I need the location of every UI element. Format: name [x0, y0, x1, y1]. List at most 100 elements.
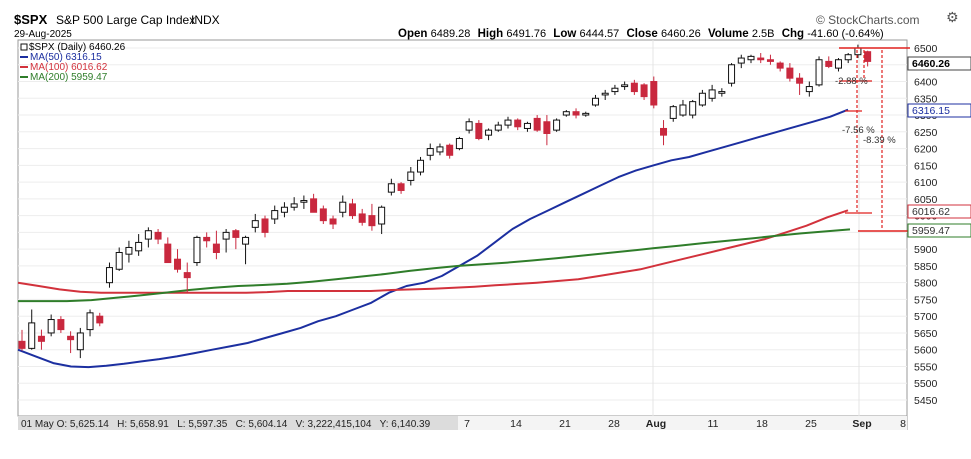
candle: [242, 235, 250, 265]
settings-icon[interactable]: ⚙: [946, 9, 959, 25]
candle-body-up: [621, 84, 629, 88]
candle-body-down: [475, 122, 483, 140]
candle: [135, 234, 143, 256]
high-value: 6491.76: [506, 28, 546, 40]
y-tick-label: 6400: [914, 77, 938, 89]
close-label: Close: [626, 28, 657, 40]
candle: [105, 262, 113, 288]
candle-body-up: [737, 57, 745, 64]
x-tick-label: 7: [464, 418, 470, 430]
candle-body-down: [533, 117, 541, 131]
volume-label: Volume: [708, 28, 749, 40]
candle-body-up: [271, 210, 279, 220]
plot-area: [17, 39, 908, 417]
candle-body-up: [689, 101, 697, 116]
open-label: Open: [398, 28, 427, 40]
candle-body-down: [164, 243, 172, 264]
candle: [650, 76, 658, 109]
y-tick-label: 5500: [914, 378, 938, 390]
candle-body-up: [378, 206, 386, 225]
candle: [183, 262, 191, 293]
candle-body-down: [261, 218, 269, 233]
symbol-label: $SPX: [14, 12, 48, 27]
chg-value: -41.60 (-0.64%): [807, 28, 883, 40]
candle-body-up: [28, 322, 36, 349]
candle: [319, 205, 327, 224]
candle-body-up: [562, 111, 570, 116]
candle: [630, 79, 638, 95]
candle-body-up: [251, 220, 259, 228]
exchange-label: INDX: [191, 13, 220, 27]
candle: [543, 115, 551, 146]
candle-body-up: [718, 91, 726, 94]
y-tick-label: 6200: [914, 144, 938, 156]
candle: [640, 83, 648, 100]
x-tick-label: 28: [608, 418, 620, 430]
candle: [193, 235, 201, 266]
axis-badges: 6460.26 6316.15 6016.62 5959.47: [907, 56, 971, 238]
candle: [864, 50, 872, 67]
candle-body-up: [582, 112, 590, 116]
y-tick-label: 6150: [914, 160, 938, 172]
candle: [368, 203, 376, 231]
candle: [329, 215, 337, 230]
candle-body-down: [650, 81, 658, 106]
candle: [553, 118, 561, 132]
candle-body-up: [465, 121, 473, 131]
candle: [378, 205, 386, 235]
ma-line-0: [17, 108, 849, 369]
candle: [387, 178, 395, 196]
candle: [86, 309, 94, 337]
candle: [747, 54, 755, 64]
candle-body-up: [669, 106, 677, 119]
x-tick-label: 8: [900, 418, 906, 430]
candle-body-up: [144, 230, 152, 240]
candle-body-down: [766, 59, 774, 62]
y-tick-label: 5800: [914, 278, 938, 290]
candle-body-up: [815, 59, 823, 86]
candle-body-down: [154, 231, 162, 240]
candle: [57, 316, 65, 333]
candle: [407, 167, 415, 186]
candle: [426, 143, 434, 161]
candle-body-up: [523, 122, 531, 129]
candle-body-down: [757, 57, 765, 61]
y-tick-label: 5600: [914, 345, 938, 357]
candle: [601, 89, 609, 100]
candle-body-up: [436, 146, 444, 153]
candle: [67, 331, 75, 354]
candle: [455, 136, 463, 151]
candle: [436, 143, 444, 156]
candle-body-up: [844, 54, 852, 61]
candle: [465, 118, 473, 134]
candle-body-down: [776, 62, 784, 69]
candle-body-down: [329, 218, 337, 225]
candle-body-down: [232, 230, 240, 238]
candle: [115, 247, 123, 271]
watermark: © StockCharts.com: [816, 13, 920, 27]
candle-body-down: [630, 82, 638, 93]
candle-body-up: [611, 87, 619, 93]
candle: [203, 232, 211, 248]
candle-body-down: [183, 272, 191, 279]
candle: [611, 84, 619, 95]
candle: [533, 115, 541, 132]
candle-body-down: [397, 183, 405, 191]
candle-body-down: [825, 60, 833, 67]
candle-body-down: [358, 213, 366, 223]
candle-body-up: [339, 201, 347, 213]
candle-body-up: [504, 119, 512, 126]
candle: [737, 54, 745, 69]
x-tick-label: Aug: [646, 418, 666, 430]
y-tick-label: 5750: [914, 294, 938, 306]
x-tick-label: 11: [708, 418, 719, 430]
ohlc-readout: Open 6489.28 High 6491.76 Low 6444.57 Cl…: [398, 28, 884, 40]
candle-body-up: [135, 241, 143, 252]
candle-body-down: [572, 111, 580, 116]
legend: $SPX (Daily) 6460.26 MA(50) 6316.15 MA(1…: [20, 42, 126, 83]
candle: [698, 89, 706, 107]
candle-body-up: [76, 332, 84, 351]
candle-body-up: [193, 236, 201, 264]
x-tick-label: Sep: [852, 418, 871, 430]
candle: [757, 53, 765, 64]
